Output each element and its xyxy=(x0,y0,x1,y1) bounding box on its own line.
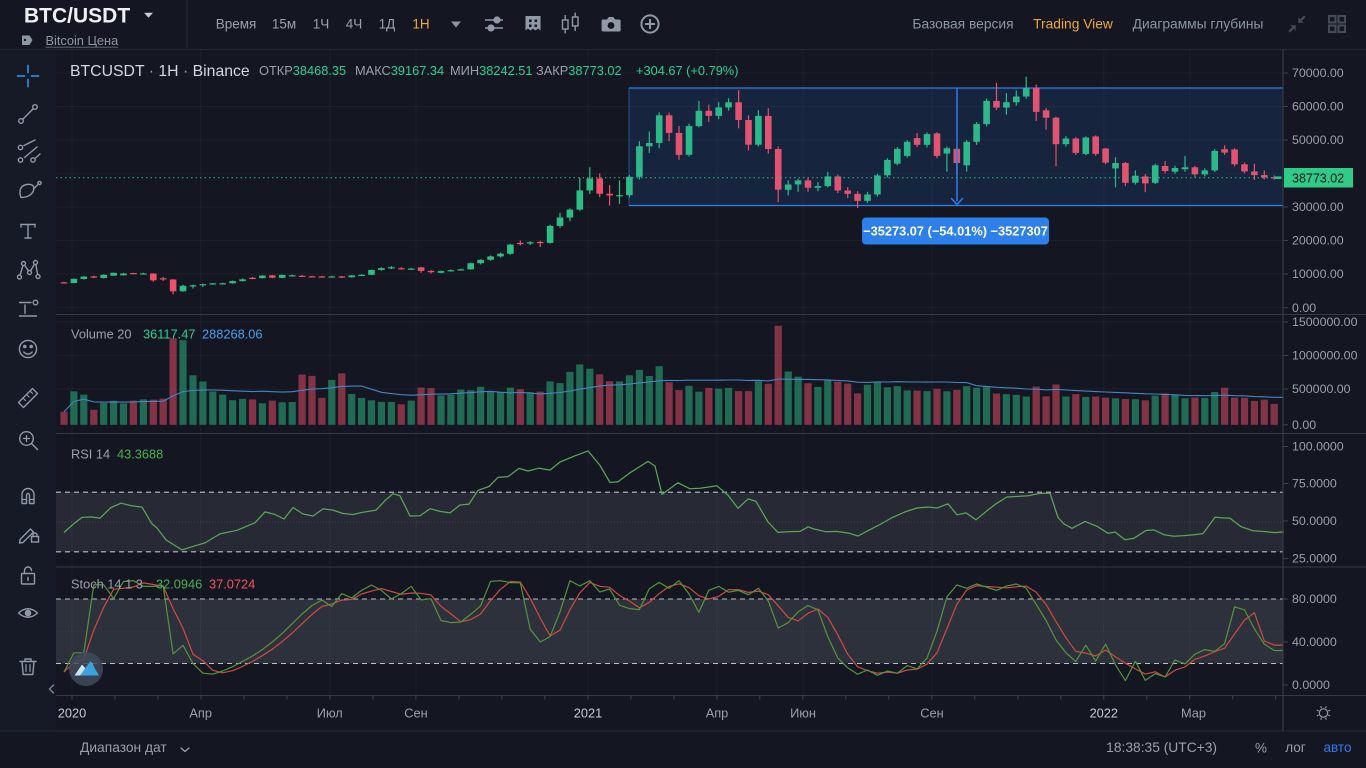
svg-text:Stoch 14 1 3: Stoch 14 1 3 xyxy=(71,577,143,592)
svg-text:+304.67 (+0.79%): +304.67 (+0.79%) xyxy=(636,63,738,78)
svg-text:80.0000: 80.0000 xyxy=(1292,592,1337,606)
svg-text:10000.00: 10000.00 xyxy=(1292,267,1344,281)
svg-text:Апр: Апр xyxy=(706,706,729,721)
svg-text:15м: 15м xyxy=(272,17,296,32)
svg-text:2021: 2021 xyxy=(574,706,602,721)
svg-text:Bitcoin Цена: Bitcoin Цена xyxy=(46,33,120,48)
svg-text:0.00: 0.00 xyxy=(1292,301,1316,315)
svg-text:RSI 14: RSI 14 xyxy=(71,447,110,462)
svg-text:Сен: Сен xyxy=(920,706,943,721)
svg-text:38773.02: 38773.02 xyxy=(1292,172,1344,186)
svg-text:Volume 20: Volume 20 xyxy=(71,327,131,342)
svg-text:%: % xyxy=(1255,741,1267,756)
svg-text:Апр: Апр xyxy=(189,706,212,721)
svg-text:ОТКР38468.35: ОТКР38468.35 xyxy=(259,63,346,78)
svg-text:Июн: Июн xyxy=(790,706,816,721)
svg-text:25.0000: 25.0000 xyxy=(1292,552,1337,566)
svg-text:Мар: Мар xyxy=(1181,706,1206,721)
svg-text:4Ч: 4Ч xyxy=(346,17,363,32)
svg-text:2020: 2020 xyxy=(58,706,86,721)
svg-text:Trading View: Trading View xyxy=(1033,17,1113,32)
svg-text:50000.00: 50000.00 xyxy=(1292,133,1344,147)
svg-text:Базовая версия: Базовая версия xyxy=(912,17,1013,32)
svg-text:2022: 2022 xyxy=(1090,706,1118,721)
svg-text:BTCUSDT · 1Н · Binance: BTCUSDT · 1Н · Binance xyxy=(70,63,250,80)
svg-text:Диаграммы глубины: Диаграммы глубины xyxy=(1133,17,1264,32)
svg-text:BTC/USDT: BTC/USDT xyxy=(24,5,130,28)
svg-text:75.0000: 75.0000 xyxy=(1292,477,1337,491)
svg-text:0.0000: 0.0000 xyxy=(1292,678,1330,692)
svg-text:лог: лог xyxy=(1285,740,1306,755)
svg-text:1000000.00: 1000000.00 xyxy=(1292,349,1358,363)
svg-text:288268.06: 288268.06 xyxy=(202,327,263,342)
svg-text:43.3688: 43.3688 xyxy=(117,447,163,462)
svg-text:60000.00: 60000.00 xyxy=(1292,100,1344,114)
svg-text:Диапазон дат: Диапазон дат xyxy=(80,740,167,755)
svg-text:100.0000: 100.0000 xyxy=(1292,440,1344,454)
svg-text:40.0000: 40.0000 xyxy=(1292,635,1337,649)
svg-text:1Н: 1Н xyxy=(412,17,429,32)
svg-text:1500000.00: 1500000.00 xyxy=(1292,315,1358,329)
svg-text:Июл: Июл xyxy=(317,706,343,721)
svg-text:авто: авто xyxy=(1324,740,1352,755)
svg-text:Время: Время xyxy=(216,17,257,32)
svg-text:1Д: 1Д xyxy=(379,17,396,32)
svg-text:500000.00: 500000.00 xyxy=(1292,382,1351,396)
svg-text:37.0724: 37.0724 xyxy=(209,577,255,592)
svg-text:Сен: Сен xyxy=(404,706,427,721)
svg-text:ЗАКР38773.02: ЗАКР38773.02 xyxy=(536,63,622,78)
svg-text:36117.47: 36117.47 xyxy=(143,327,195,342)
svg-text:30000.00: 30000.00 xyxy=(1292,200,1344,214)
svg-text:18:38:35 (UTC+3): 18:38:35 (UTC+3) xyxy=(1106,740,1217,755)
svg-text:0.00: 0.00 xyxy=(1292,418,1316,432)
svg-text:20000.00: 20000.00 xyxy=(1292,234,1344,248)
svg-text:1Ч: 1Ч xyxy=(313,17,330,32)
svg-text:МИН38242.51: МИН38242.51 xyxy=(450,63,532,78)
svg-text:−35273.07 (−54.01%) −3527307: −35273.07 (−54.01%) −3527307 xyxy=(863,224,1048,239)
svg-text:МАКС39167.34: МАКС39167.34 xyxy=(355,63,444,78)
svg-text:32.0946: 32.0946 xyxy=(156,577,202,592)
svg-text:50.0000: 50.0000 xyxy=(1292,514,1337,528)
svg-text:70000.00: 70000.00 xyxy=(1292,66,1344,80)
